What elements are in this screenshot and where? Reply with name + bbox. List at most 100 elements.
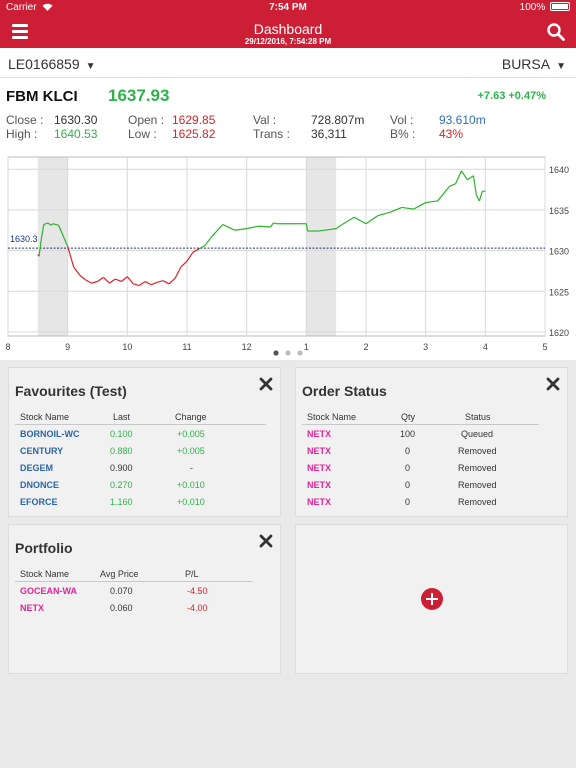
price-line-segment — [353, 216, 367, 225]
index-name: FBM KLCI — [6, 88, 78, 105]
price-line-segment — [144, 280, 152, 286]
order-row[interactable]: NETX 0 Removed — [302, 460, 553, 477]
price-line-segment — [52, 223, 59, 226]
favourite-row[interactable]: DNONCE 0.270 +0.010 — [15, 477, 266, 494]
volume-value: 93.610m — [439, 113, 486, 127]
avg-price: 0.060 — [110, 603, 133, 613]
price-line-segment — [204, 237, 212, 247]
price-line-segment — [273, 222, 277, 225]
close-value: 1630.30 — [54, 113, 98, 127]
battery-icon — [550, 2, 570, 11]
favourite-row[interactable]: DEGEM 0.900 - — [15, 460, 266, 477]
exchange-selector[interactable]: BURSA ▼ — [502, 56, 566, 72]
price-line-segment — [126, 276, 134, 285]
index-quote-panel: FBM KLCI 1637.93 +7.63 +0.47% Close : 16… — [0, 78, 576, 152]
order-status-title: Order Status — [302, 383, 387, 399]
page-indicator-dot[interactable] — [285, 350, 291, 356]
low-label: Low : — [128, 127, 157, 141]
profit-loss: -4.50 — [187, 586, 208, 596]
price-line-segment — [138, 280, 146, 287]
open-value: 1629.85 — [172, 113, 216, 127]
price-line-segment — [401, 206, 414, 210]
price-line-segment — [270, 222, 275, 228]
page-indicator-dot[interactable] — [273, 350, 279, 356]
column-header: Status — [465, 412, 491, 422]
last-price: 1.160 — [110, 497, 133, 507]
buy-percent-value: 43% — [439, 127, 464, 141]
portfolio-row[interactable]: GOCEAN-WA 0.070 -4.50 — [15, 583, 266, 600]
status-bar: Carrier 7:54 PM 100% — [0, 0, 576, 16]
price-line-segment — [425, 200, 438, 204]
wifi-icon — [42, 3, 53, 12]
price-line-segment — [103, 276, 110, 284]
price-line-segment — [330, 228, 337, 231]
favourite-row[interactable]: EFORCE 1.160 +0.010 — [15, 494, 266, 511]
stock-name: NETX — [307, 429, 332, 439]
favourite-row[interactable]: CENTURY 0.880 +0.005 — [15, 443, 266, 460]
last-price: 0.900 — [110, 463, 133, 473]
column-header: Stock Name — [20, 569, 70, 579]
price-line-segment — [467, 175, 474, 181]
close-icon[interactable] — [258, 533, 274, 549]
order-row[interactable]: NETX 0 Removed — [302, 477, 553, 494]
page-title: Dashboard — [253, 21, 323, 37]
price-line-segment — [365, 215, 379, 225]
order-qty: 100 — [400, 429, 416, 439]
chevron-down-icon: ▼ — [556, 61, 566, 72]
close-icon[interactable] — [258, 376, 274, 392]
battery-percent: 100% — [519, 2, 546, 13]
order-row[interactable]: NETX 0 Removed — [302, 443, 553, 460]
battery-status: 100% — [520, 2, 570, 13]
price-line-segment — [377, 211, 391, 217]
price-line-segment — [478, 190, 483, 202]
column-header: Last — [113, 412, 131, 422]
trans-label: Trans : — [253, 127, 290, 141]
price-line-segment — [475, 194, 480, 202]
previous-close-label: 1630.3 — [10, 234, 38, 244]
session-shade — [306, 157, 337, 336]
price-line-segment — [91, 280, 98, 284]
order-row[interactable]: NETX 0 Removed — [302, 494, 553, 511]
plus-circle-icon[interactable] — [421, 588, 443, 610]
favourites-table-header: Stock Name Last Change — [15, 411, 266, 425]
close-icon[interactable] — [545, 376, 561, 392]
portfolio-panel: Portfolio Stock Name Avg Price P/L GOCEA… — [8, 524, 281, 674]
value-label: Val : — [253, 113, 277, 127]
low-value: 1625.82 — [172, 127, 216, 141]
account-dropdown[interactable]: LE0166859 ▼ — [8, 56, 96, 72]
price-line-segment — [234, 228, 247, 231]
price-line-segment — [335, 224, 343, 230]
portfolio-row[interactable]: NETX 0.060 -4.00 — [15, 600, 266, 617]
y-tick-label: 1620 — [549, 328, 569, 338]
price-line-segment — [58, 225, 69, 247]
search-icon[interactable] — [546, 22, 566, 42]
exchange-name: BURSA — [501, 56, 551, 72]
order-row[interactable]: NETX 100 Queued — [302, 426, 553, 443]
price-line-segment — [222, 223, 235, 231]
price-line-segment — [73, 266, 81, 276]
price-line-segment — [180, 260, 188, 268]
account-id: LE0166859 — [8, 56, 80, 72]
session-shade — [37, 157, 68, 336]
price-line-segment — [413, 202, 426, 210]
page-indicator-dot[interactable] — [297, 350, 303, 356]
hamburger-menu-icon[interactable] — [12, 24, 28, 39]
avg-price: 0.070 — [110, 586, 133, 596]
intraday-chart[interactable]: 1620 1625 1630 1635 1640 8 9 10 11 12 1 2 3 4 5 1630.3 — [0, 152, 576, 360]
price-line-segment — [258, 225, 271, 228]
volume-label: Vol : — [390, 113, 414, 127]
order-qty: 0 — [405, 497, 411, 507]
order-qty: 0 — [405, 463, 411, 473]
column-header: Change — [175, 412, 207, 422]
price-line-segment — [109, 278, 116, 284]
trans-value: 36,311 — [311, 127, 347, 141]
price-line-segment — [318, 228, 331, 232]
price-line-segment — [67, 246, 75, 268]
price-line-segment — [246, 225, 259, 230]
favourite-row[interactable]: BORNOIL-WC 0.100 +0.005 — [15, 426, 266, 443]
order-status: Removed — [458, 446, 497, 456]
stock-name: NETX — [20, 603, 45, 613]
x-tick-label: 2 — [363, 342, 368, 352]
price-line-segment — [150, 281, 158, 286]
